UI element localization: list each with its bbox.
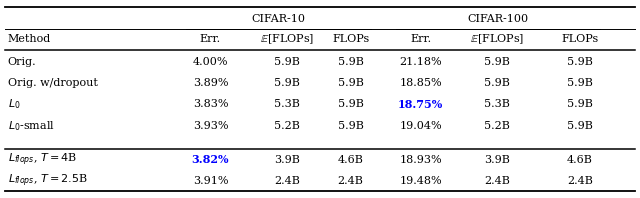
Text: 2.4B: 2.4B <box>274 176 300 186</box>
Text: Err.: Err. <box>200 34 221 44</box>
Text: 18.93%: 18.93% <box>399 155 442 165</box>
Text: Method: Method <box>8 34 51 44</box>
Text: 5.9B: 5.9B <box>567 78 593 88</box>
Text: $L_{flops}$, $T=4$B: $L_{flops}$, $T=4$B <box>8 152 77 168</box>
Text: 4.00%: 4.00% <box>193 57 228 67</box>
Text: 5.9B: 5.9B <box>338 78 364 88</box>
Text: 5.2B: 5.2B <box>274 121 300 131</box>
Text: 2.4B: 2.4B <box>484 176 510 186</box>
Text: $L_{flops}$, $T=2.5$B: $L_{flops}$, $T=2.5$B <box>8 173 88 189</box>
Text: FLOPs: FLOPs <box>332 34 369 44</box>
Text: 5.2B: 5.2B <box>484 121 510 131</box>
Text: $\mathbb{E}$[FLOPs]: $\mathbb{E}$[FLOPs] <box>470 32 524 46</box>
Text: 21.18%: 21.18% <box>399 57 442 67</box>
Text: 5.9B: 5.9B <box>484 57 510 67</box>
Text: 3.93%: 3.93% <box>193 121 228 131</box>
Text: Err.: Err. <box>410 34 431 44</box>
Text: 3.9B: 3.9B <box>274 155 300 165</box>
Text: 18.85%: 18.85% <box>399 78 442 88</box>
Text: 3.91%: 3.91% <box>193 176 228 186</box>
Text: $L_0$-small: $L_0$-small <box>8 119 54 133</box>
Text: 3.9B: 3.9B <box>484 155 510 165</box>
Text: Orig. w/dropout: Orig. w/dropout <box>8 78 98 88</box>
Text: 5.9B: 5.9B <box>274 78 300 88</box>
Text: 5.9B: 5.9B <box>274 57 300 67</box>
Text: 19.48%: 19.48% <box>399 176 442 186</box>
Text: $\mathbb{E}$[FLOPs]: $\mathbb{E}$[FLOPs] <box>260 32 314 46</box>
Text: 5.9B: 5.9B <box>567 99 593 109</box>
Text: 4.6B: 4.6B <box>338 155 364 165</box>
Text: 2.4B: 2.4B <box>338 176 364 186</box>
Text: 19.04%: 19.04% <box>399 121 442 131</box>
Text: 3.83%: 3.83% <box>193 99 228 109</box>
Text: FLOPs: FLOPs <box>561 34 598 44</box>
Text: 5.9B: 5.9B <box>338 57 364 67</box>
Text: 5.9B: 5.9B <box>338 99 364 109</box>
Text: 5.9B: 5.9B <box>484 78 510 88</box>
Text: 4.6B: 4.6B <box>567 155 593 165</box>
Text: $L_0$: $L_0$ <box>8 97 20 111</box>
Text: 5.3B: 5.3B <box>484 99 510 109</box>
Text: 5.9B: 5.9B <box>338 121 364 131</box>
Text: 2.4B: 2.4B <box>567 176 593 186</box>
Text: 5.3B: 5.3B <box>274 99 300 109</box>
Text: 3.89%: 3.89% <box>193 78 228 88</box>
Text: 5.9B: 5.9B <box>567 121 593 131</box>
Text: 5.9B: 5.9B <box>567 57 593 67</box>
Text: 18.75%: 18.75% <box>398 99 444 110</box>
Text: CIFAR-100: CIFAR-100 <box>468 14 529 24</box>
Text: 3.82%: 3.82% <box>191 154 229 165</box>
Text: CIFAR-10: CIFAR-10 <box>252 14 305 24</box>
Text: Orig.: Orig. <box>8 57 36 67</box>
